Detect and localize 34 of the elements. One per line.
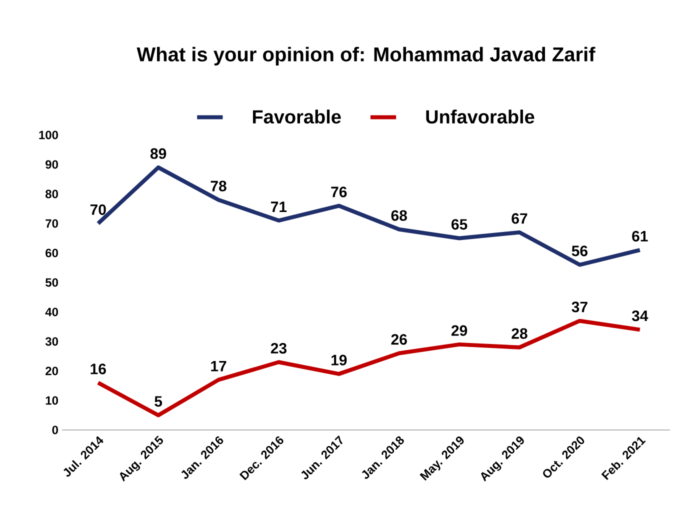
data-label: 61: [632, 230, 648, 242]
data-label: 28: [512, 328, 528, 339]
data-label: 67: [512, 213, 528, 224]
data-label: 17: [211, 360, 226, 372]
y-tick-label: 70: [46, 219, 58, 228]
y-tick-label: 100: [39, 130, 58, 140]
data-label: 78: [210, 180, 226, 192]
data-label: 29: [451, 325, 468, 336]
data-label: 26: [391, 334, 407, 345]
data-label: 76: [331, 186, 347, 198]
data-label: 65: [452, 219, 468, 230]
data-label: 23: [270, 342, 287, 354]
y-tick-label: 90: [46, 160, 58, 169]
data-label: 89: [150, 148, 166, 159]
data-label: 34: [632, 310, 648, 322]
data-label: 37: [572, 302, 588, 312]
data-label: 16: [90, 364, 106, 374]
legend-label: Favorable: [252, 110, 341, 124]
legend-label: Unfavorable: [426, 110, 534, 124]
y-tick-label: 30: [45, 337, 58, 346]
y-tick-label: 0: [52, 426, 58, 434]
y-tick-label: 10: [46, 396, 58, 405]
data-label: 19: [332, 354, 347, 366]
y-tick-label: 50: [46, 278, 58, 287]
data-label: 71: [271, 202, 287, 212]
y-tick-label: 20: [46, 366, 58, 376]
y-tick-label: 80: [46, 190, 58, 198]
y-tick-label: 60: [46, 248, 58, 258]
y-tick-label: 40: [45, 308, 58, 316]
chart-title: What is your opinion of: Mohammad Javad Zarif: [136, 46, 596, 66]
data-label: 68: [391, 210, 407, 221]
data-label: 70: [90, 204, 106, 215]
data-label: 5: [154, 396, 162, 407]
data-label: 56: [572, 246, 588, 256]
